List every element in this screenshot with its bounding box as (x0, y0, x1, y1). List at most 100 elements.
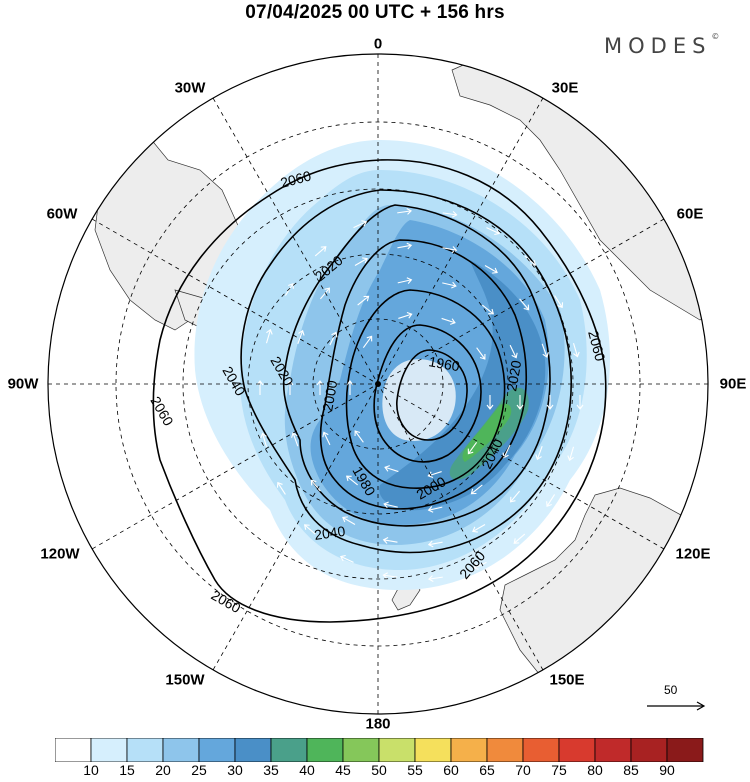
wind-vectors (256, 207, 584, 583)
reference-vector-label: 50 (664, 683, 678, 697)
wind-vector-arrow (442, 282, 457, 287)
colorbar-tick-label: 70 (515, 762, 531, 778)
wind-vector-arrowhead (288, 282, 294, 289)
wind-vector-arrow (397, 210, 412, 214)
wind-vector-arrow (510, 490, 521, 503)
colorbar-swatch (522, 738, 560, 762)
contour-label: 2060 (209, 587, 244, 617)
wind-vector-arrow (342, 516, 356, 525)
wind-vector-arrow (265, 329, 271, 344)
wind-vector-arrow (441, 317, 456, 324)
lon-label-90w: 90W (7, 375, 39, 393)
polar-map: 1960 1980 2000 2000 2020 2020 2020 2040 … (47, 53, 709, 715)
lon-label-150e: 150E (549, 671, 585, 689)
reference-vector-arrow-icon (647, 701, 706, 711)
contour-2020 (282, 204, 551, 527)
wind-vector-arrowhead (542, 352, 549, 358)
wind-vector-arrowhead (567, 455, 574, 462)
wind-vector-arrowhead (363, 295, 370, 302)
colorbar-tick-label: 10 (83, 762, 99, 778)
wind-shading (194, 140, 610, 590)
lon-label-60w: 60W (46, 205, 78, 223)
wind-vector-arrowhead (502, 452, 509, 459)
wind-vector-arrow (277, 482, 286, 495)
wind-vector-arrowhead (361, 220, 368, 227)
wind-vector-arrow (524, 255, 536, 266)
colorbar-swatch (450, 738, 488, 762)
wind-vector-arrowhead (345, 475, 352, 482)
wind-vector-arrowhead (486, 404, 494, 410)
wind-vector-arrow (519, 298, 530, 310)
wind-vector-arrow (323, 432, 331, 446)
wind-vector-arrowhead (479, 354, 486, 360)
wind-vector-arrow (467, 441, 478, 454)
lat-circle-3 (182, 188, 574, 580)
wind-vector-arrowhead (428, 575, 434, 583)
wind-vector-arrowhead (513, 538, 520, 544)
wind-vector-arrow (383, 574, 398, 578)
wind-vector-arrowhead (331, 331, 338, 338)
wind-vector-arrow (484, 265, 498, 274)
contour-2040 (240, 189, 573, 554)
wind-vector-arrow (503, 444, 511, 458)
contour-2060-outer (152, 159, 607, 623)
wind-vector-arrowhead (494, 228, 501, 236)
colorbar-swatch (558, 738, 596, 762)
colorbar-swatch (342, 738, 380, 762)
contour-label: 2040 (313, 523, 346, 543)
colorbar-tick-label: 30 (227, 762, 243, 778)
wind-vector-arrow (353, 221, 367, 229)
wind-vector-arrowhead (384, 465, 390, 472)
map-title: 07/04/2025 00 UTC + 156 hrs (245, 2, 505, 23)
wind-vector-arrowhead (362, 257, 368, 264)
wind-vector-arrow (471, 484, 483, 495)
wind-vector-arrowhead (451, 210, 458, 218)
wind-vector-arrowhead (451, 246, 458, 253)
wind-vector-arrowhead (310, 479, 317, 486)
wind-vector-arrow (541, 343, 548, 358)
wind-vector-arrowhead (516, 404, 524, 410)
lon-label-120e: 120E (675, 545, 711, 563)
wind-vector-arrow (329, 332, 337, 346)
wind-vector-arrowhead (366, 335, 373, 342)
wind-vector-arrow (509, 344, 517, 358)
lon-label-0: 0 (373, 35, 383, 53)
wind-vector-arrowhead (492, 267, 498, 274)
wind-vector-arrowhead (260, 432, 267, 439)
wind-vector-arrow (354, 258, 368, 267)
contour-label: 1960 (427, 353, 461, 374)
lon-label-150w: 150W (165, 671, 205, 689)
contour-label: 2020 (503, 359, 524, 393)
colorbar-swatch (594, 738, 632, 762)
wind-vector-arrow (398, 313, 412, 319)
colorbar-swatch (270, 738, 308, 762)
wind-vector-arrow (357, 295, 369, 306)
colorbar-tick-label: 65 (479, 762, 495, 778)
wind-vector-arrowhead (509, 496, 516, 503)
colorbar-swatch (162, 738, 200, 762)
colorbar-tick-label: 20 (155, 762, 171, 778)
wind-vector-arrow (428, 576, 443, 580)
wind-vector-arrowhead (451, 281, 457, 289)
wind-vector-arrow (319, 287, 330, 300)
map-boundary (47, 53, 709, 715)
wind-vector-arrowhead (320, 246, 327, 252)
wind-vector-arrowhead (488, 308, 495, 315)
colorbar-tick-label: 35 (263, 762, 279, 778)
colorbar-swatch (234, 738, 272, 762)
colorbar-tick-label: 85 (623, 762, 639, 778)
wind-vector-arrowhead (339, 554, 346, 562)
colorbar (55, 738, 704, 762)
contour-1960 (373, 324, 482, 463)
wind-vector-arrow (310, 480, 321, 492)
wind-vector-arrowhead (546, 501, 552, 508)
colorbar-tick-label: 80 (587, 762, 603, 778)
wind-vector-arrow (554, 295, 563, 308)
wind-vector-arrowhead (298, 329, 305, 336)
colorbar-tick-label: 50 (371, 762, 387, 778)
lon-label-30w: 30W (174, 79, 206, 97)
wind-vector-arrowhead (406, 242, 413, 250)
wind-vector-arrow (362, 336, 373, 349)
wind-vector-arrowhead (467, 448, 474, 455)
brand-text: MODES (604, 34, 712, 58)
